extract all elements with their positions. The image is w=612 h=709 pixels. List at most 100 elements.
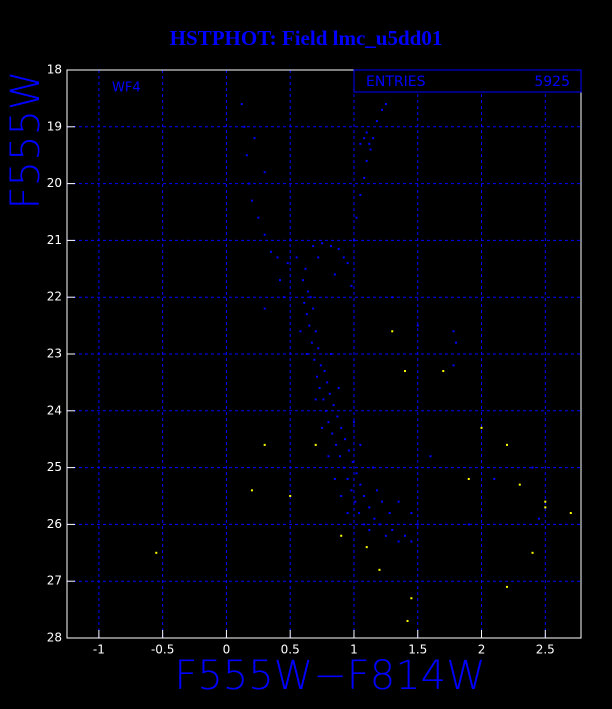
point — [537, 517, 540, 520]
point — [363, 176, 366, 179]
point — [307, 290, 310, 293]
point — [368, 529, 371, 532]
point — [337, 387, 340, 390]
point — [397, 540, 400, 543]
point — [310, 341, 313, 344]
x-tick-label: 1.5 — [408, 643, 427, 657]
point — [372, 466, 375, 469]
point — [378, 523, 381, 526]
point — [358, 512, 361, 515]
point — [388, 512, 391, 515]
point — [257, 216, 260, 219]
point — [544, 500, 547, 503]
point — [331, 432, 334, 435]
point — [305, 313, 308, 316]
point — [313, 358, 316, 361]
point — [351, 460, 354, 463]
point — [289, 495, 292, 497]
point — [493, 477, 496, 480]
point — [340, 534, 343, 537]
point — [381, 108, 384, 111]
y-tick-label: 18 — [47, 63, 62, 77]
point — [318, 387, 321, 390]
point — [286, 262, 289, 265]
point — [410, 540, 413, 543]
point — [248, 182, 251, 185]
point — [314, 330, 317, 333]
stats-box — [353, 69, 582, 93]
point — [355, 472, 358, 475]
point — [333, 273, 336, 276]
point — [506, 585, 509, 588]
y-tick-label: 21 — [47, 233, 62, 247]
point — [416, 324, 419, 327]
point — [406, 619, 409, 622]
point — [352, 239, 355, 242]
point — [369, 148, 372, 151]
point — [373, 517, 376, 520]
y-tick-label: 22 — [47, 290, 62, 304]
point — [518, 483, 521, 486]
point — [335, 443, 338, 446]
point — [326, 381, 329, 384]
y-tick-label: 24 — [47, 403, 62, 417]
point — [381, 500, 384, 503]
point — [336, 415, 339, 418]
x-tick-label: 1 — [350, 643, 358, 657]
point — [355, 216, 358, 219]
point — [301, 279, 304, 282]
point — [245, 154, 248, 157]
point — [330, 245, 333, 248]
point — [250, 489, 253, 492]
points — [155, 103, 572, 622]
point — [410, 512, 413, 515]
point — [467, 477, 470, 480]
point — [309, 296, 312, 299]
point — [347, 449, 350, 452]
point — [391, 296, 394, 299]
point — [363, 495, 366, 497]
point — [416, 523, 419, 526]
panel-label: WF4 — [112, 81, 141, 96]
y-tick-label: 25 — [47, 460, 62, 474]
point — [455, 341, 458, 344]
point — [324, 409, 327, 412]
point — [452, 330, 455, 333]
point — [332, 404, 335, 407]
y-axis-label: F555W — [3, 71, 49, 210]
x-tick-label: 2 — [478, 643, 486, 657]
point — [250, 199, 253, 202]
point — [378, 568, 381, 571]
point — [282, 296, 285, 299]
point — [372, 137, 375, 140]
point — [312, 245, 315, 248]
point — [346, 512, 349, 515]
point — [289, 239, 292, 242]
point — [452, 364, 455, 367]
point — [312, 307, 315, 310]
point — [333, 477, 336, 480]
point — [263, 233, 266, 236]
point — [276, 256, 279, 259]
y-tick-label: 20 — [47, 176, 62, 190]
x-tick-label: 2.5 — [536, 643, 555, 657]
point — [410, 597, 413, 600]
point — [359, 443, 362, 446]
point — [365, 546, 368, 549]
point — [263, 171, 266, 174]
point — [308, 324, 311, 327]
point — [544, 506, 547, 509]
point — [321, 426, 324, 429]
point — [340, 495, 343, 497]
point — [321, 242, 324, 245]
point — [384, 534, 387, 537]
point — [384, 103, 387, 106]
point — [319, 364, 322, 367]
y-tick-label: 26 — [47, 517, 62, 531]
point — [299, 330, 302, 333]
point — [365, 131, 368, 134]
point — [346, 262, 349, 265]
point — [303, 301, 306, 304]
point — [359, 142, 362, 145]
